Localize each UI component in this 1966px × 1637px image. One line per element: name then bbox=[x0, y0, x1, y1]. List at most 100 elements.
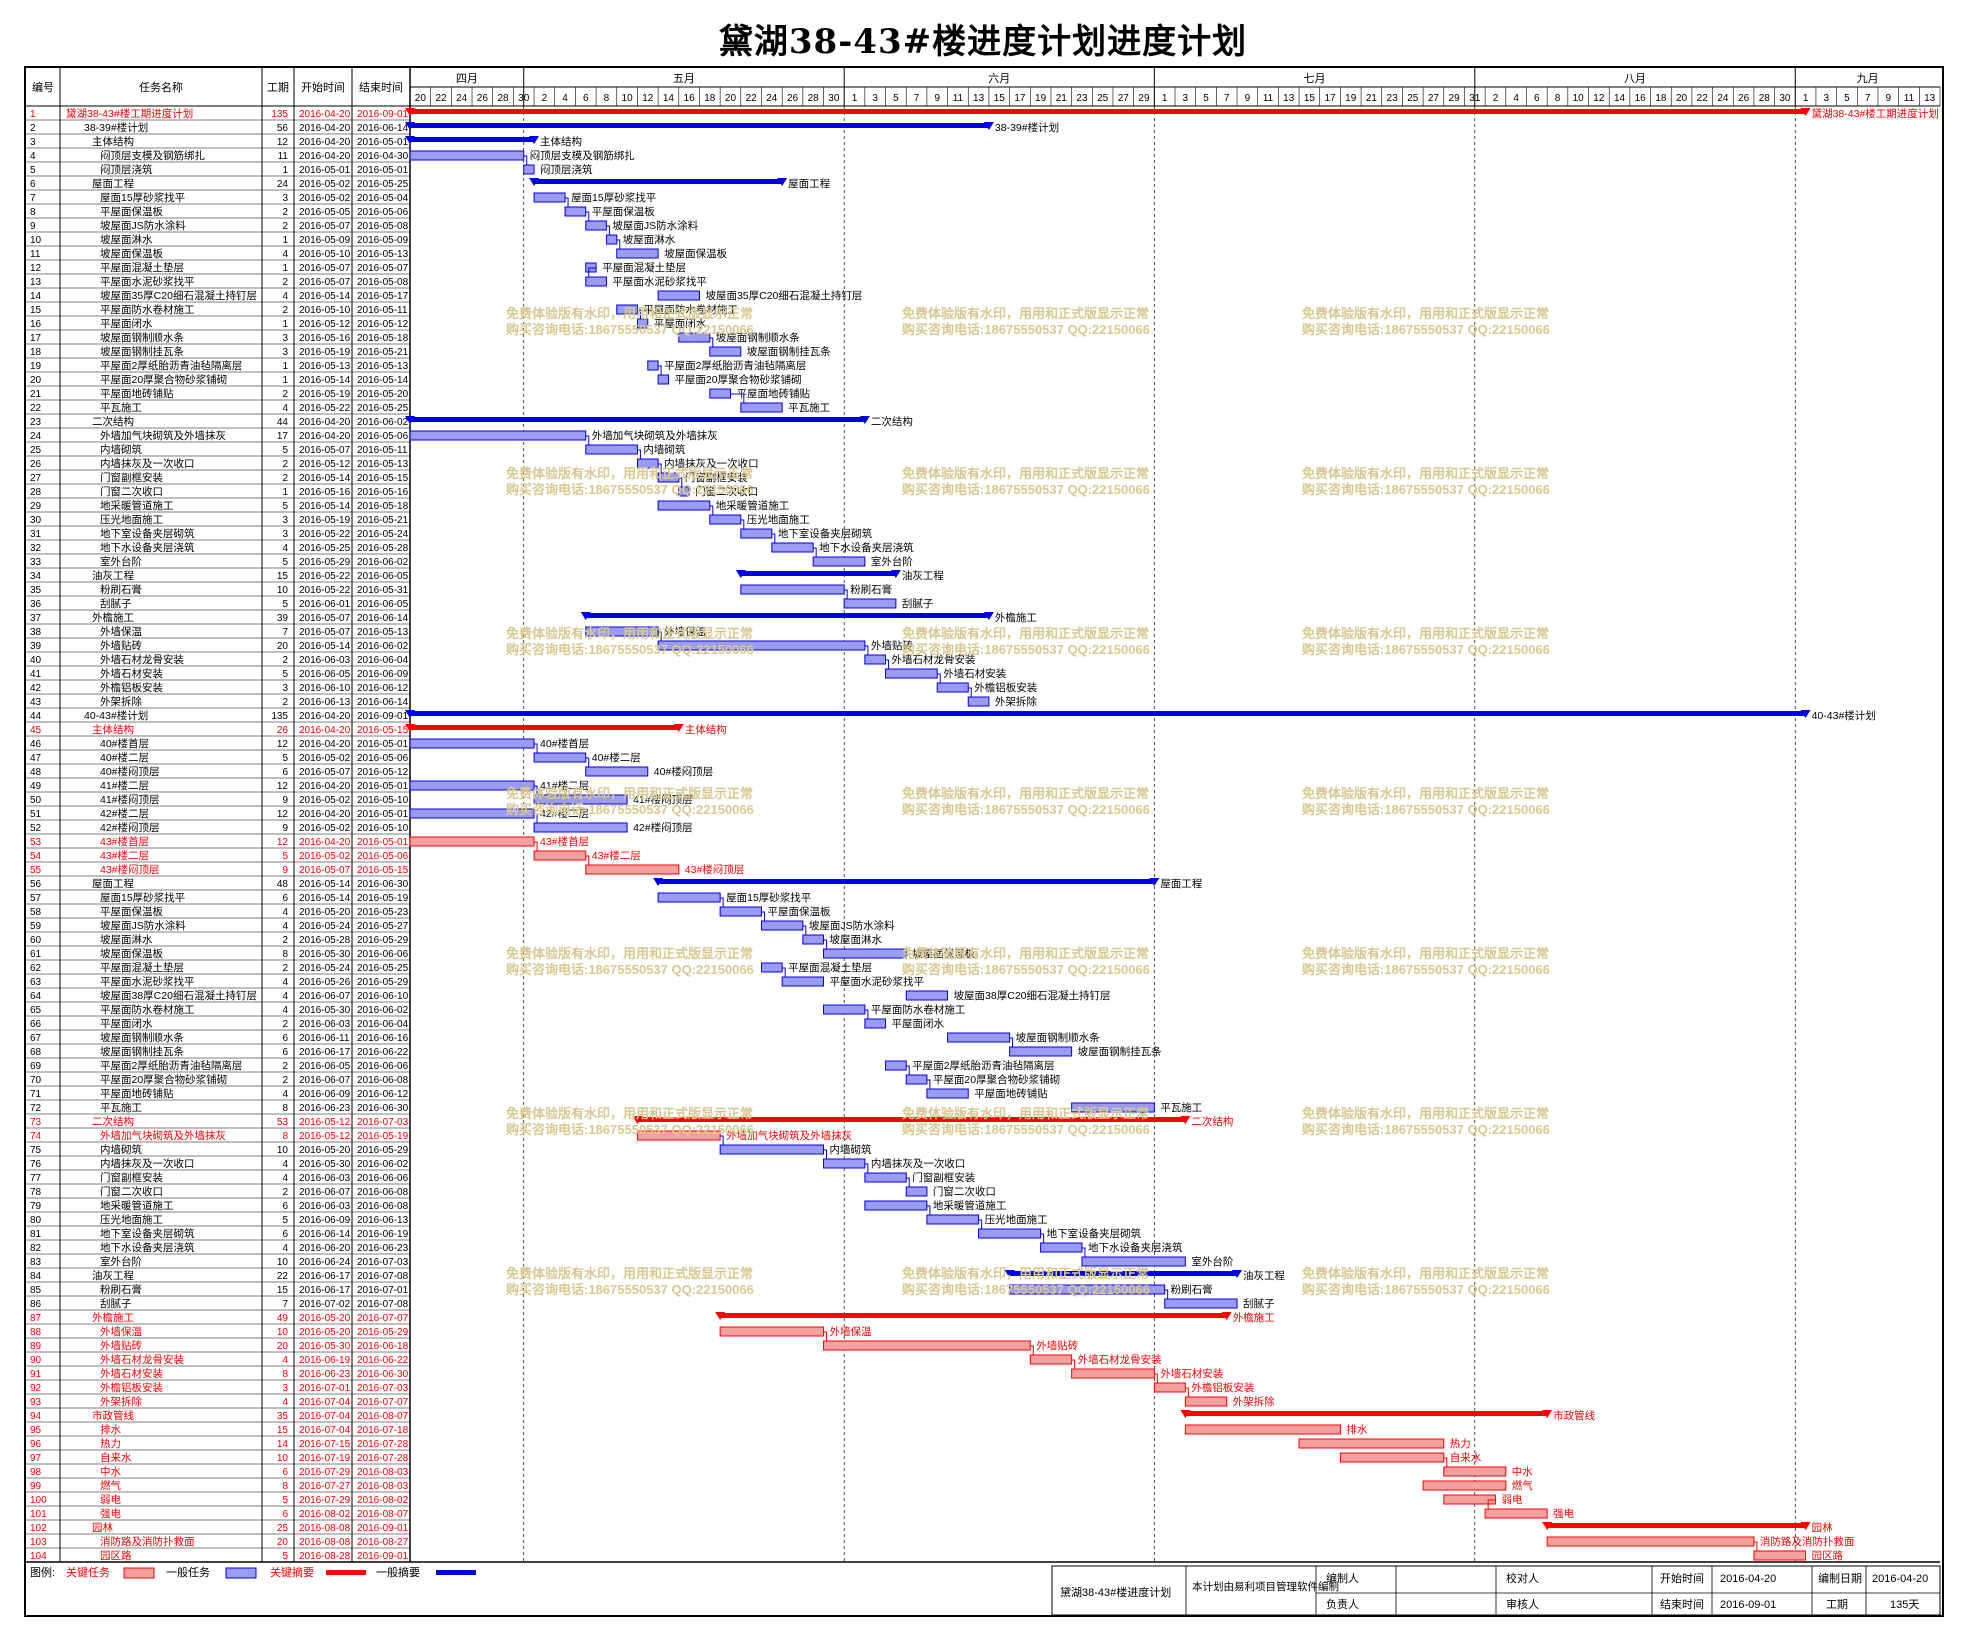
day-label: 22 bbox=[435, 93, 447, 104]
bar-label: 屋面15厚砂浆找平 bbox=[726, 891, 811, 904]
task-end: 2016-04-30 bbox=[357, 151, 409, 162]
task-end: 2016-07-07 bbox=[357, 1313, 409, 1324]
watermark-text: 购买咨询电话:18675550537 QQ:22150066 bbox=[506, 482, 754, 497]
watermark-text: 免费体验版有水印，用用和正式版显示正常 bbox=[506, 466, 753, 481]
task-duration: 20 bbox=[277, 1341, 289, 1352]
task-end: 2016-06-13 bbox=[357, 1215, 409, 1226]
day-label: 2 bbox=[1493, 93, 1499, 104]
task-start: 2016-05-07 bbox=[299, 767, 351, 778]
bar-label: 外墙石材安装 bbox=[943, 667, 1006, 680]
task-name: 平屋面水泥砂浆找平 bbox=[100, 275, 195, 288]
task-duration: 2 bbox=[282, 935, 288, 946]
task-start: 2016-07-27 bbox=[299, 1481, 351, 1492]
summary-end-marker bbox=[1800, 710, 1811, 718]
task-duration: 8 bbox=[282, 1103, 288, 1114]
row-number: 52 bbox=[30, 823, 42, 834]
task-bar bbox=[523, 164, 535, 175]
task-end: 2016-06-14 bbox=[357, 613, 409, 624]
task-bar bbox=[1484, 1508, 1548, 1519]
task-duration: 4 bbox=[282, 1173, 288, 1184]
task-end: 2016-05-13 bbox=[357, 249, 409, 260]
day-label: 20 bbox=[1676, 93, 1688, 104]
watermark-text: 免费体验版有水印，用用和正式版显示正常 bbox=[506, 306, 753, 321]
row-number: 4 bbox=[30, 151, 36, 162]
footer-date-label: 编制日期 bbox=[1818, 1571, 1862, 1585]
task-start: 2016-05-02 bbox=[299, 851, 351, 862]
task-duration: 3 bbox=[282, 1383, 288, 1394]
bar-label: 排水 bbox=[1346, 1423, 1368, 1436]
task-start: 2016-05-20 bbox=[299, 1313, 351, 1324]
watermark-text: 免费体验版有水印，用用和正式版显示正常 bbox=[1302, 626, 1549, 641]
dependency-line bbox=[1487, 1499, 1496, 1509]
dependency-line bbox=[720, 897, 724, 907]
bar-label: 坡屋面35厚C20细石混凝土持钉层 bbox=[705, 289, 862, 302]
day-label: 22 bbox=[746, 93, 758, 104]
task-start: 2016-05-02 bbox=[299, 795, 351, 806]
dependency-line bbox=[678, 477, 683, 487]
task-name: 平瓦施工 bbox=[100, 1101, 142, 1114]
task-duration: 2 bbox=[282, 305, 288, 316]
task-start: 2016-05-07 bbox=[299, 277, 351, 288]
task-duration: 4 bbox=[282, 977, 288, 988]
task-name: 38-39#楼计划 bbox=[84, 121, 148, 134]
task-name: 外墙贴砖 bbox=[100, 1339, 142, 1352]
task-duration: 4 bbox=[282, 1243, 288, 1254]
task-duration: 25 bbox=[277, 1523, 289, 1534]
task-duration: 5 bbox=[282, 557, 288, 568]
task-duration: 3 bbox=[282, 515, 288, 526]
task-duration: 35 bbox=[277, 1411, 289, 1422]
task-bar bbox=[719, 906, 762, 917]
day-label: 24 bbox=[1717, 93, 1729, 104]
bar-label: 屋面15厚砂浆找平 bbox=[571, 191, 656, 204]
task-bar bbox=[585, 276, 607, 287]
dependency-line bbox=[534, 743, 538, 753]
row-number: 40 bbox=[30, 655, 42, 666]
task-bar bbox=[1153, 1382, 1186, 1393]
task-bar bbox=[585, 444, 638, 455]
task-duration: 6 bbox=[282, 1201, 288, 1212]
day-label: 23 bbox=[1387, 93, 1399, 104]
month-label: 四月 bbox=[456, 73, 478, 85]
task-name: 坡屋面淋水 bbox=[100, 233, 153, 246]
row-number: 9 bbox=[30, 221, 36, 232]
bar-label: 中水 bbox=[1512, 1465, 1534, 1478]
task-end: 2016-09-01 bbox=[357, 1523, 409, 1534]
summary-start-marker bbox=[1004, 1270, 1015, 1278]
task-duration: 135 bbox=[271, 711, 288, 722]
task-end: 2016-06-04 bbox=[357, 1019, 409, 1030]
row-number: 3 bbox=[30, 137, 36, 148]
task-end: 2016-05-17 bbox=[357, 291, 409, 302]
task-name: 外墙石材安装 bbox=[100, 667, 163, 680]
bar-label: 自来水 bbox=[1450, 1451, 1482, 1464]
summary-bar bbox=[658, 879, 1155, 884]
task-bar bbox=[533, 192, 566, 203]
row-number: 98 bbox=[30, 1467, 42, 1478]
task-bar bbox=[926, 1214, 980, 1225]
task-duration: 4 bbox=[282, 921, 288, 932]
row-number: 31 bbox=[30, 529, 42, 540]
dependency-line bbox=[802, 925, 807, 935]
task-end: 2016-05-09 bbox=[357, 235, 409, 246]
task-bar bbox=[1029, 1354, 1073, 1365]
task-start: 2016-05-12 bbox=[299, 1117, 351, 1128]
task-start: 2016-05-07 bbox=[299, 221, 351, 232]
day-label: 8 bbox=[1555, 93, 1561, 104]
task-end: 2016-07-18 bbox=[357, 1425, 409, 1436]
bar-label: 平屋面20厚聚合物砂浆铺砌 bbox=[933, 1073, 1060, 1086]
task-start: 2016-07-15 bbox=[299, 1439, 351, 1450]
task-duration: 2 bbox=[282, 697, 288, 708]
bar-label: 坡屋面38厚C20细石混凝土持钉层 bbox=[954, 989, 1111, 1002]
task-duration: 1 bbox=[282, 165, 288, 176]
day-label: 11 bbox=[1263, 93, 1274, 104]
day-label: 19 bbox=[1345, 93, 1357, 104]
row-number: 26 bbox=[30, 459, 42, 470]
task-start: 2016-04-20 bbox=[299, 417, 351, 428]
task-duration: 5 bbox=[282, 1551, 288, 1562]
page-title: 黛湖38-43#楼进度计划进度计划 bbox=[718, 22, 1248, 62]
row-number: 66 bbox=[30, 1019, 42, 1030]
task-duration: 20 bbox=[277, 641, 289, 652]
day-label: 6 bbox=[583, 93, 589, 104]
row-number: 99 bbox=[30, 1481, 42, 1492]
summary-start-marker bbox=[405, 122, 415, 130]
task-bar bbox=[1164, 1298, 1238, 1309]
